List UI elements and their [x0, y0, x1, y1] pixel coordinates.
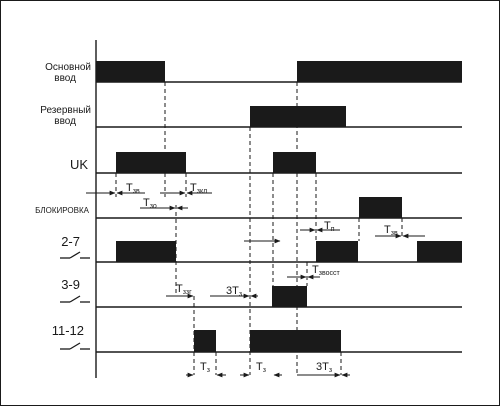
label-tzkl: Tзкл [190, 182, 207, 195]
relay-11-12-pulse-2 [250, 330, 341, 352]
label-3tz-upper: 3Tз [226, 285, 242, 298]
uk-label: UK [70, 157, 88, 172]
main-input-pulse-1 [96, 61, 165, 82]
relay-2-7-pulse-3 [417, 241, 462, 262]
relay-3-9-label: 3-9 [61, 277, 80, 292]
relay-11-12-label: 11-12 [52, 323, 84, 338]
relay-2-7-pulse-2 [316, 241, 358, 262]
relay-3-9-contact-icon [60, 295, 90, 303]
label-tz-b: Tз [256, 361, 266, 374]
relay-2-7-contact-icon [60, 251, 90, 259]
uk-pulse-1 [116, 152, 186, 173]
label-tzzg: Tззг [176, 283, 192, 296]
main-input-label-line1: Основной [45, 62, 91, 73]
uk-pulse-2 [273, 152, 316, 173]
relay-3-9-pulse [272, 286, 307, 307]
blocking-pulse [359, 197, 402, 218]
label-3tz-lower: 3Tз [316, 361, 332, 374]
label-tzvosst: Tзвосст [312, 264, 340, 277]
main-input-label-line2: ввод [54, 73, 76, 84]
label-tp: Tп [324, 220, 335, 233]
relay-2-7-label: 2-7 [61, 234, 80, 249]
relay-11-12-contact-icon [60, 342, 90, 350]
reserve-input-pulse [250, 106, 346, 127]
relay-11-12-pulse-1 [194, 330, 216, 352]
reserve-input-label-line1: Резервный [40, 105, 91, 116]
blocking-label: БЛОКИРОВКА [35, 206, 90, 215]
reserve-input-label-line2: ввод [54, 116, 76, 127]
label-tzo: Tзо [143, 197, 157, 210]
label-tz-a: Tз [200, 361, 210, 374]
main-input-pulse-2 [297, 61, 462, 82]
relay-2-7-pulse-1 [116, 241, 176, 262]
label-tzv: Tзв [126, 182, 140, 195]
label-tzv2: Tзв [384, 224, 398, 237]
